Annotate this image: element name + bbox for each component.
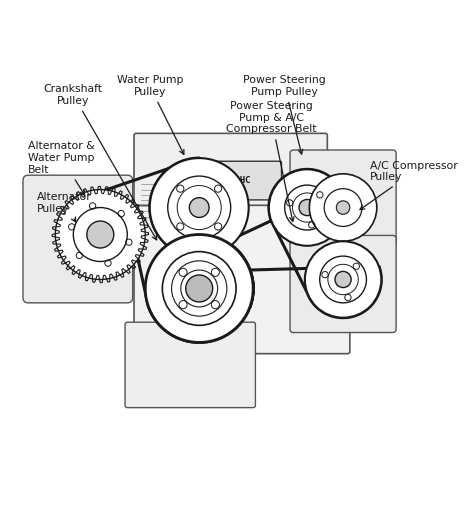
- FancyBboxPatch shape: [134, 206, 350, 354]
- Circle shape: [310, 174, 377, 241]
- Text: Crankshaft
Pulley: Crankshaft Pulley: [44, 84, 157, 240]
- FancyBboxPatch shape: [198, 161, 282, 200]
- Circle shape: [55, 189, 145, 279]
- Circle shape: [299, 199, 315, 215]
- FancyBboxPatch shape: [290, 150, 396, 247]
- FancyBboxPatch shape: [125, 322, 255, 407]
- Text: Alternator &
Water Pump
Belt: Alternator & Water Pump Belt: [28, 142, 95, 195]
- Circle shape: [145, 234, 253, 343]
- Text: Power Steering
Pump Pulley: Power Steering Pump Pulley: [243, 75, 326, 154]
- Circle shape: [189, 198, 209, 218]
- Circle shape: [87, 221, 114, 248]
- FancyBboxPatch shape: [23, 175, 133, 303]
- Text: Water Pump
Pulley: Water Pump Pulley: [117, 75, 184, 154]
- Circle shape: [150, 158, 249, 257]
- Text: DOHC: DOHC: [229, 176, 250, 185]
- FancyBboxPatch shape: [134, 133, 328, 228]
- FancyBboxPatch shape: [290, 235, 396, 333]
- Circle shape: [269, 169, 346, 246]
- Text: Power Steering
Pump & A/C
Compressor Belt: Power Steering Pump & A/C Compressor Bel…: [226, 101, 317, 221]
- Circle shape: [305, 241, 381, 317]
- Circle shape: [186, 275, 213, 302]
- Text: Alternator
Pulley: Alternator Pulley: [37, 192, 92, 222]
- Circle shape: [335, 271, 351, 288]
- Text: A/C Compressor
Pulley: A/C Compressor Pulley: [360, 161, 458, 210]
- Circle shape: [337, 201, 350, 214]
